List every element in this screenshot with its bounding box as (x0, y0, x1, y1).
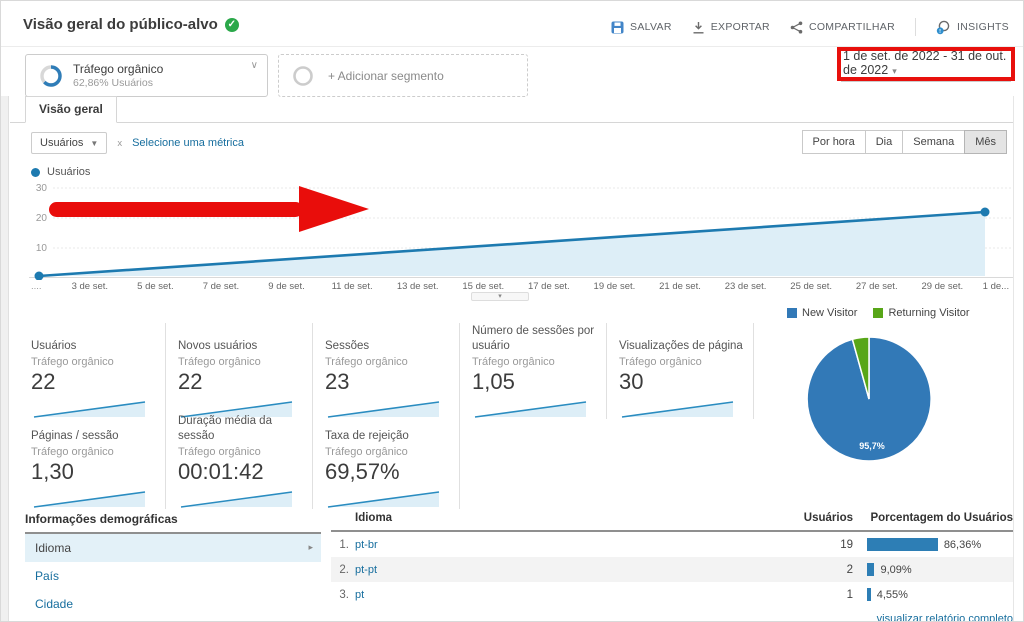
right-panel-edge (1013, 96, 1014, 621)
card-usuarios[interactable]: Usuários Tráfego orgânico 22 (31, 323, 166, 419)
pie-legend: New Visitor Returning Visitor (787, 307, 970, 319)
language-link[interactable]: pt-pt (355, 563, 378, 576)
demographics-header: Informações demográficas (25, 512, 321, 534)
left-panel-edge (1, 96, 9, 621)
granularity-month-button[interactable]: Mês (964, 130, 1007, 154)
svg-text:30: 30 (36, 183, 48, 194)
metric-cards-row-1: Usuários Tráfego orgânico 22 Novos usuár… (31, 323, 766, 419)
save-button[interactable]: SALVAR (611, 21, 672, 34)
granularity-week-button[interactable]: Semana (902, 130, 966, 154)
card-sessoes[interactable]: Sessões Tráfego orgânico 23 (325, 323, 460, 419)
percentage-bar (867, 538, 938, 551)
active-segment-card[interactable]: Tráfego orgânico 62,86% Usuários ∨ (25, 54, 268, 97)
granularity-hour-button[interactable]: Por hora (801, 130, 866, 154)
svg-text:10: 10 (36, 243, 48, 254)
users-line-chart: 30 20 10 (29, 183, 1013, 281)
card-sessoes-por-usuario[interactable]: Número de sessões por usuário Tráfego or… (472, 323, 607, 419)
sparkline (33, 401, 146, 418)
tab-bar: Visão geral (10, 96, 1013, 123)
menu-item-pais[interactable]: País (35, 569, 60, 583)
table-row: 1. pt-br 19 86,36% (339, 538, 982, 551)
header-actions: SALVAR EXPORTAR COMPARTILHAR (611, 18, 1009, 36)
granularity-buttons: Por hora Dia Semana Mês (801, 130, 1007, 154)
chevron-down-icon[interactable]: ∨ (250, 60, 258, 71)
card-duracao-media[interactable]: Duração média da sessão Tráfego orgânico… (178, 413, 313, 509)
export-button[interactable]: EXPORTAR (692, 21, 770, 34)
segment-detail: 62,86% Usuários (73, 77, 153, 89)
verified-check-icon: ✓ (224, 17, 239, 32)
full-report-link[interactable]: visualizar relatório completo (876, 613, 1013, 622)
table-header: Idioma Usuários Porcentagem do Usuários (331, 512, 1013, 532)
header-bar: Visão geral do público-alvo ✓ SALVAR EXP… (1, 1, 1023, 47)
menu-item-cidade[interactable]: Cidade (35, 597, 74, 611)
date-range-text: 1 de set. de 2022 - 31 de out. de 2022 ▾ (841, 47, 1011, 82)
card-novos-usuarios[interactable]: Novos usuários Tráfego orgânico 22 (178, 323, 313, 419)
share-icon (790, 21, 803, 33)
percentage-bar (867, 563, 875, 576)
card-paginas-sessao[interactable]: Páginas / sessão Tráfego orgânico 1,30 (31, 413, 166, 509)
data-point-end[interactable] (980, 207, 990, 217)
x-axis-labels: .... 3 de set. 5 de set. 7 de set. 9 de se… (31, 281, 1010, 292)
add-segment-card[interactable]: + Adicionar segmento (278, 54, 528, 97)
actions-divider (915, 18, 916, 36)
arrow-right-icon: ▸ (308, 542, 313, 552)
insights-button[interactable]: ! INSIGHTS (936, 20, 1009, 35)
table-row: 3. pt 1 4,55% (339, 588, 908, 601)
language-table: Idioma Usuários Porcentagem do Usuários … (331, 512, 1013, 622)
save-icon (611, 21, 624, 33)
sparkline (180, 401, 293, 418)
select-metric-link[interactable]: Selecione uma métrica (132, 137, 244, 149)
vs-separator: x (117, 137, 123, 149)
legend-new-visitor: New Visitor (787, 307, 857, 319)
metric-dropdown[interactable]: Usuários ▼ (31, 132, 108, 154)
export-icon (693, 21, 704, 33)
data-point-start[interactable] (34, 271, 44, 281)
tab-overview[interactable]: Visão geral (25, 96, 117, 123)
granularity-day-button[interactable]: Dia (864, 130, 904, 154)
svg-text:20: 20 (36, 213, 48, 224)
language-link[interactable]: pt (355, 588, 365, 601)
chart-legend: Usuários (31, 166, 90, 178)
language-link[interactable]: pt-br (355, 538, 378, 551)
visitor-type-pie-chart: 95,7% (806, 336, 932, 462)
segment-name: Tráfego orgânico (73, 62, 164, 76)
insights-icon: ! (936, 20, 950, 35)
chart-collapse-button[interactable]: ▾ (471, 292, 529, 301)
menu-item-idioma[interactable]: Idioma ▸ (25, 534, 321, 562)
date-range-selector[interactable]: 1 de set. de 2022 - 31 de out. de 2022 ▾ (837, 47, 1015, 82)
svg-text:!: ! (939, 29, 941, 35)
metric-cards-row-2: Páginas / sessão Tráfego orgânico 1,30 D… (31, 413, 472, 509)
card-visualizacoes[interactable]: Visualizações de página Tráfego orgânico… (619, 323, 754, 419)
sparkline (180, 491, 293, 508)
pie-slice-label: 95,7% (859, 441, 885, 451)
add-segment-label: + Adicionar segmento (328, 68, 444, 83)
metric-controls: Usuários ▼ x Selecione uma métrica (31, 132, 244, 154)
caret-down-icon: ▾ (892, 65, 897, 76)
sparkline (474, 401, 587, 418)
page-title: Visão geral do público-alvo (23, 16, 218, 33)
legend-dot-icon (31, 167, 40, 177)
share-button[interactable]: COMPARTILHAR (790, 21, 895, 34)
pie-slice-returning-visitor[interactable] (851, 336, 870, 400)
sparkline (33, 491, 146, 508)
sparkline (327, 491, 440, 508)
segment-donut-icon (39, 64, 63, 88)
legend-returning-visitor: Returning Visitor (873, 307, 970, 319)
card-taxa-rejeicao[interactable]: Taxa de rejeição Tráfego orgânico 69,57% (325, 413, 460, 509)
demographics-menu: Informações demográficas Idioma ▸ País C… (25, 512, 321, 621)
sparkline (327, 401, 440, 418)
caret-down-icon: ▼ (90, 138, 99, 148)
blue-swatch-icon (787, 308, 797, 318)
green-swatch-icon (873, 308, 884, 318)
red-arrow-annotation (49, 186, 369, 232)
percentage-bar (867, 588, 871, 601)
table-row: 2. pt-pt 2 9,09% (331, 557, 1013, 582)
sparkline (621, 401, 734, 418)
add-segment-circle-icon (292, 65, 314, 87)
